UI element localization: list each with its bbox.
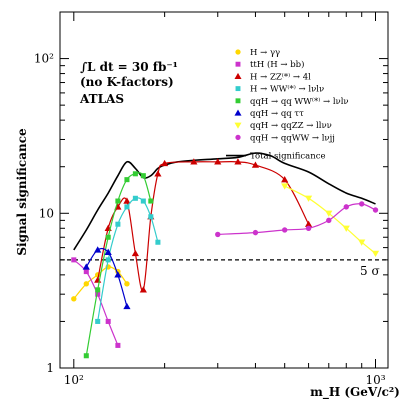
series-point xyxy=(123,197,131,204)
series-point xyxy=(139,286,147,293)
series-point xyxy=(214,158,222,165)
series-point xyxy=(115,221,121,227)
series-point xyxy=(251,161,260,168)
series-point xyxy=(105,257,111,263)
series-point xyxy=(124,281,130,287)
series-point xyxy=(343,204,349,210)
series-point xyxy=(371,250,380,258)
series-point xyxy=(131,249,139,257)
series-point xyxy=(71,296,77,302)
series-point xyxy=(281,183,289,190)
series-point xyxy=(115,342,121,348)
series-point xyxy=(71,257,77,263)
series-point xyxy=(140,173,146,179)
series-point xyxy=(154,170,162,177)
series-point xyxy=(104,248,112,255)
series-point xyxy=(342,225,350,232)
series-point xyxy=(148,214,154,220)
series-1 xyxy=(71,257,121,348)
series-point xyxy=(359,201,365,207)
legend-label: H → ZZ⁽*⁾ → 4l xyxy=(250,72,311,82)
series-point xyxy=(281,176,289,183)
y-axis-label: Signal significance xyxy=(15,128,29,256)
series-point xyxy=(115,198,121,204)
legend-label-total: Total significance xyxy=(250,152,326,162)
legend-marker xyxy=(235,134,241,141)
plot-frame xyxy=(59,11,389,369)
series-point xyxy=(155,239,161,245)
legend-marker xyxy=(235,61,241,67)
kfactor-annotation: (no K-factors) xyxy=(80,75,174,89)
series-4 xyxy=(83,171,154,359)
axis-ticks: 10² 10³ 1 10 10² xyxy=(34,11,388,387)
series-point xyxy=(105,234,111,240)
series-6 xyxy=(281,183,380,258)
x-axis-label: m_H (GeV/c²) xyxy=(310,385,400,400)
x-tick-label: 10² xyxy=(64,373,84,387)
series-point xyxy=(215,231,221,238)
series-point xyxy=(132,195,138,201)
y-tick-label: 1 xyxy=(46,361,54,375)
x-tick-label: 10³ xyxy=(365,373,385,387)
series-point xyxy=(305,225,312,231)
series-point xyxy=(234,158,242,165)
legend-label: qqH → qq WW⁽*⁾ → lνlν xyxy=(250,97,349,107)
series-point xyxy=(304,220,313,227)
series-point xyxy=(83,353,89,359)
legend-label: qqH → qqWW → lνjj xyxy=(250,133,335,143)
series-curves xyxy=(71,158,380,359)
series-point xyxy=(95,318,101,324)
legend-marker xyxy=(235,49,241,55)
series-point xyxy=(304,195,313,202)
legend-label: H → γγ xyxy=(250,48,280,58)
y-tick-label: 10² xyxy=(34,52,54,66)
series-point xyxy=(105,318,111,324)
series-3 xyxy=(95,195,161,324)
legend-marker xyxy=(235,98,241,104)
series-point xyxy=(140,198,146,204)
series-point xyxy=(123,302,131,310)
lumi-annotation: ∫L dt = 30 fb⁻¹ xyxy=(80,60,178,74)
series-point xyxy=(95,291,101,297)
series-point xyxy=(94,246,102,253)
series-point xyxy=(190,158,198,165)
experiment-annotation: ATLAS xyxy=(79,92,124,106)
five-sigma-label: 5 σ xyxy=(360,264,380,278)
series-point xyxy=(325,210,333,217)
series-point xyxy=(358,239,366,246)
series-point xyxy=(82,263,90,270)
series-point xyxy=(281,227,288,233)
series-5 xyxy=(82,246,131,310)
legend-label: qqH → qq ττ xyxy=(250,109,304,119)
legend-label: ttH (H → bb) xyxy=(250,59,304,70)
series-point xyxy=(83,269,89,275)
series-point xyxy=(95,287,101,293)
series-point xyxy=(148,198,154,204)
legend-marker xyxy=(234,122,242,129)
legend-marker xyxy=(234,109,242,116)
series-point xyxy=(326,217,332,224)
series-point xyxy=(372,207,379,213)
series-point xyxy=(114,271,122,278)
series-point xyxy=(124,177,130,183)
y-tick-label: 10 xyxy=(39,206,54,220)
legend-label: qqH → qqZZ → llνν xyxy=(250,121,332,131)
legend-marker xyxy=(234,72,242,80)
series-point xyxy=(124,204,130,210)
legend-marker xyxy=(235,86,241,92)
series-7 xyxy=(215,201,379,238)
series-point xyxy=(83,281,89,287)
series-point xyxy=(161,159,169,167)
series-point xyxy=(252,229,259,236)
legend-label: H → WW⁽*⁾ → lνlν xyxy=(250,85,324,95)
series-point xyxy=(132,171,138,177)
